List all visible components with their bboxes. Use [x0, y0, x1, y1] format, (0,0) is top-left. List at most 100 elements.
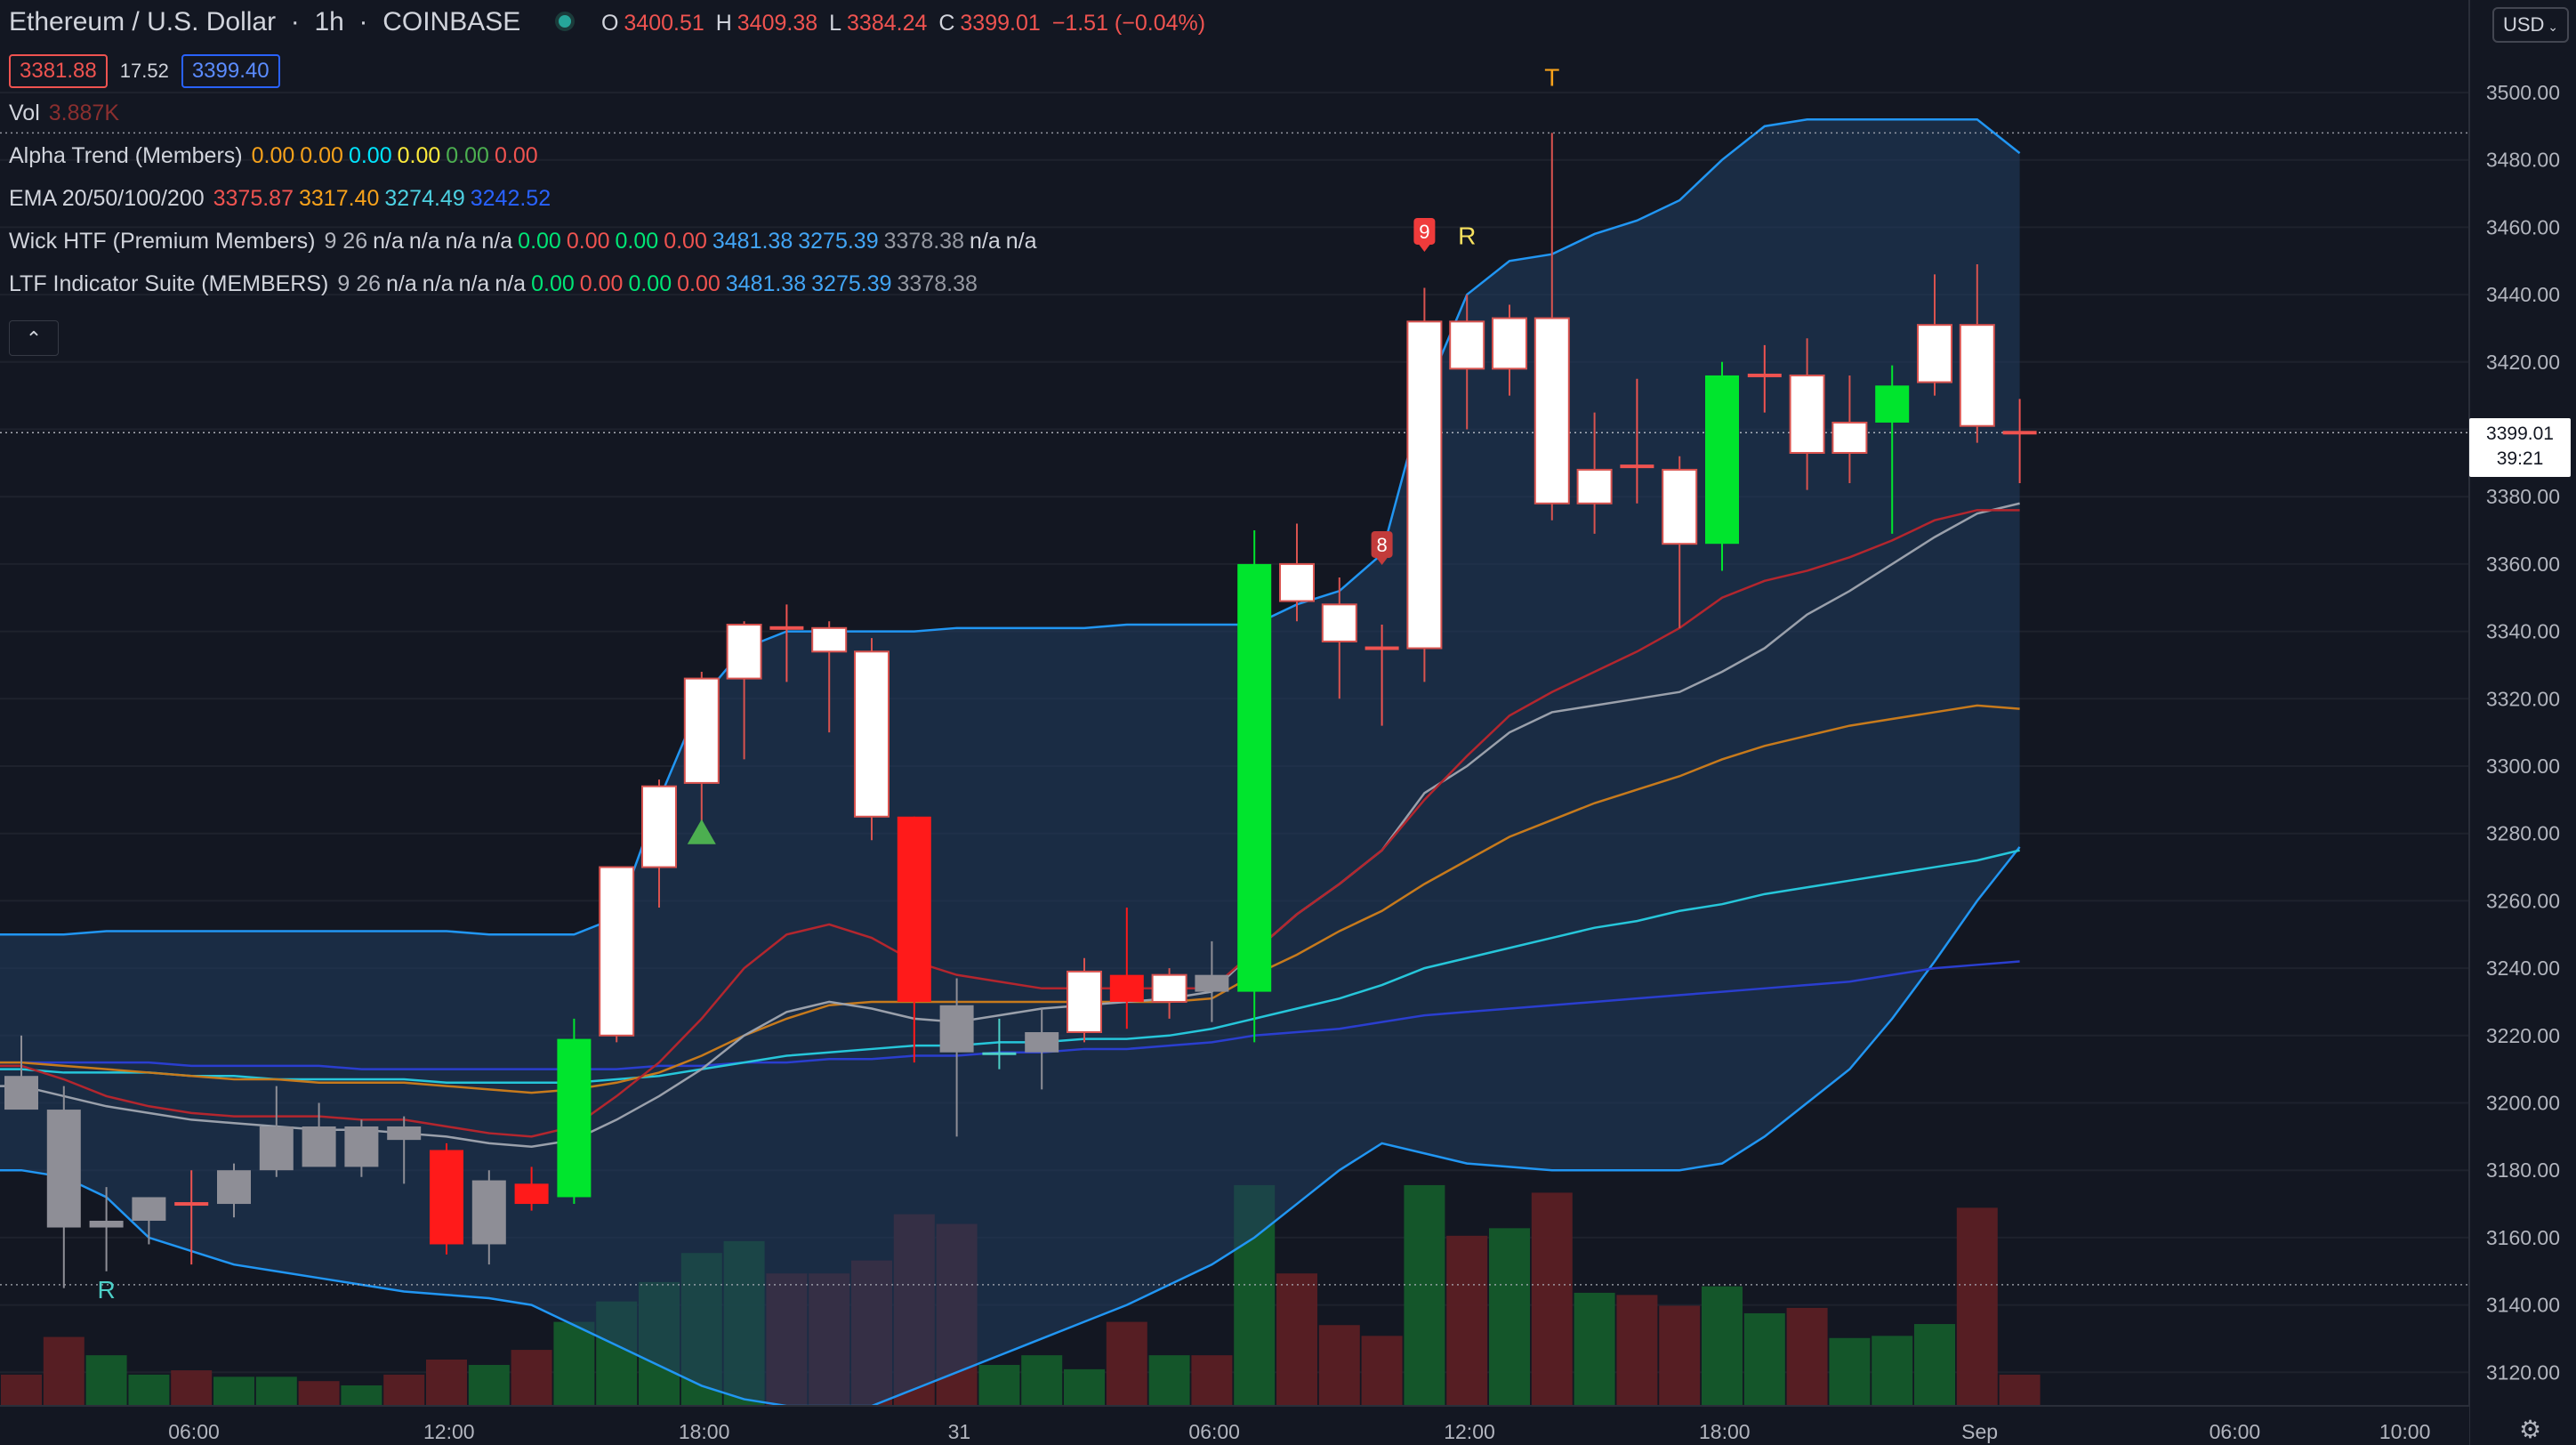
indicator-value: 3274.49: [384, 186, 465, 211]
indicator-row[interactable]: Alpha Trend (Members) 0.00 0.00 0.00 0.00 0.0…: [9, 134, 1211, 177]
indicator-value: 0.00: [348, 143, 392, 168]
price-axis-label: 3160.00: [2486, 1226, 2560, 1249]
volume-bar: [468, 1365, 510, 1406]
volume-bar: [1, 1374, 42, 1406]
chart-legend: Ethereum / U.S. Dollar · 1h · COINBASE O…: [9, 9, 1211, 305]
candle-body: [1662, 468, 1698, 545]
candle-body: [387, 1126, 422, 1141]
volume-bar: [1276, 1273, 1317, 1406]
candle-body: [514, 1183, 549, 1205]
volume-bar: [128, 1374, 170, 1406]
currency-button[interactable]: USD ⌄: [2492, 7, 2569, 43]
time-axis-label: 06:00: [2210, 1420, 2261, 1443]
sequence-badge-pointer: [1376, 557, 1388, 565]
price-axis-label: 3120.00: [2486, 1360, 2560, 1384]
candle-body: [430, 1150, 463, 1245]
volume-bar: [1064, 1368, 1105, 1406]
candle-body: [726, 624, 762, 680]
volume-bar: [1702, 1286, 1743, 1406]
volume-bar: [298, 1381, 340, 1406]
candle-body: [1406, 320, 1443, 650]
indicator-value: 3242.52: [470, 186, 551, 211]
price-axis-label: 3420.00: [2486, 351, 2560, 374]
interval-label[interactable]: 1h: [314, 7, 344, 36]
volume-bar: [1531, 1192, 1573, 1406]
candle-body: [4, 1076, 38, 1110]
symbol-name[interactable]: Ethereum / U.S. Dollar: [9, 7, 277, 36]
candle-body: [1875, 385, 1910, 423]
bollinger-band-fill: [21, 119, 2020, 1407]
price-axis-label: 3360.00: [2486, 553, 2560, 576]
candle-body: [1789, 374, 1825, 454]
price-axis-label: 3240.00: [2486, 957, 2560, 980]
high-value: 3409.38: [737, 11, 818, 36]
candle-body: [46, 1110, 81, 1228]
candle-body: [641, 785, 677, 868]
indicator-value: 0.00: [531, 271, 575, 296]
indicator-value: 0.00: [251, 143, 295, 168]
sequence-badge: [1413, 217, 1436, 245]
gear-icon[interactable]: ⚙: [2519, 1416, 2542, 1443]
collapse-legend-button[interactable]: ⌃: [9, 320, 59, 356]
volume-bar: [383, 1374, 425, 1406]
sell-price-button[interactable]: 3381.88: [9, 54, 108, 88]
volume-bar: [1914, 1324, 1955, 1406]
indicator-value: 0.00: [566, 229, 610, 254]
volume-bar: [255, 1376, 297, 1406]
volume-bar: [1659, 1305, 1701, 1406]
indicator-value: 0.00: [677, 271, 720, 296]
candle-body: [1321, 603, 1357, 642]
buy-price-button[interactable]: 3399.40: [181, 54, 280, 88]
volume-bar: [1956, 1207, 1998, 1406]
candle-body: [1917, 324, 1952, 383]
volume-bar: [1829, 1337, 1871, 1406]
indicator-row[interactable]: Wick HTF (Premium Members) 9 26 n/a n/a n/a n…: [9, 220, 1211, 262]
indicator-value: n/a: [481, 229, 513, 254]
signal-label: T: [1544, 63, 1559, 91]
signal-label: R: [97, 1276, 115, 1304]
indicator-row[interactable]: LTF Indicator Suite (MEMBERS) 9 26 n/a n/a n…: [9, 262, 1211, 305]
volume-bar: [1574, 1292, 1615, 1406]
volume-bar: [1999, 1374, 2041, 1406]
indicator-value: 3378.38: [883, 229, 964, 254]
time-axis-label: 18:00: [679, 1420, 730, 1443]
price-axis-label: 3440.00: [2486, 283, 2560, 306]
candle-body: [1449, 320, 1485, 370]
exchange-label: COINBASE: [382, 7, 521, 36]
volume-bar: [1361, 1336, 1403, 1406]
bollinger-band-fill-edge: [0, 934, 21, 1171]
bollinger-upper-line: [0, 118, 2021, 936]
candle-body: [982, 1052, 1017, 1055]
sequence-badge-pointer: [1419, 244, 1430, 252]
price-axis-label: 3380.00: [2486, 485, 2560, 508]
last-price-value: 3399.01: [2486, 424, 2554, 444]
volume-bar: [171, 1370, 213, 1406]
price-axis-label: 3260.00: [2486, 889, 2560, 912]
volume-bar: [1404, 1184, 1445, 1406]
candle-body: [1067, 970, 1102, 1034]
indicator-row[interactable]: EMA 20/50/100/200 3375.87 3317.40 3274.49 32…: [9, 177, 1211, 220]
candle-body: [811, 626, 848, 653]
indicator-value: 0.00: [494, 143, 538, 168]
indicator-value: 3481.38: [712, 229, 793, 254]
indicator-value: n/a: [445, 229, 477, 254]
indicator-value: n/a: [969, 229, 1001, 254]
price-axis-label: 3280.00: [2486, 822, 2560, 845]
indicator-value: n/a: [386, 271, 417, 296]
indicator-value: 3375.87: [213, 186, 294, 211]
indicator-value: 9 26: [324, 229, 368, 254]
candle-body: [1620, 464, 1654, 469]
volume-bar: [341, 1385, 382, 1406]
indicator-value: n/a: [422, 271, 454, 296]
candle-body: [897, 816, 931, 1002]
indicator-row[interactable]: Vol 3.887K: [9, 92, 1211, 134]
sequence-badge: [1371, 530, 1393, 558]
candle-body: [1959, 324, 1995, 427]
time-axis-background: [0, 1406, 2469, 1445]
volume-bar: [85, 1355, 127, 1406]
indicator-value: n/a: [458, 271, 490, 296]
indicator-value: 3378.38: [897, 271, 978, 296]
time-axis-label: 31: [948, 1420, 971, 1443]
buy-signal-triangle: [687, 819, 716, 844]
